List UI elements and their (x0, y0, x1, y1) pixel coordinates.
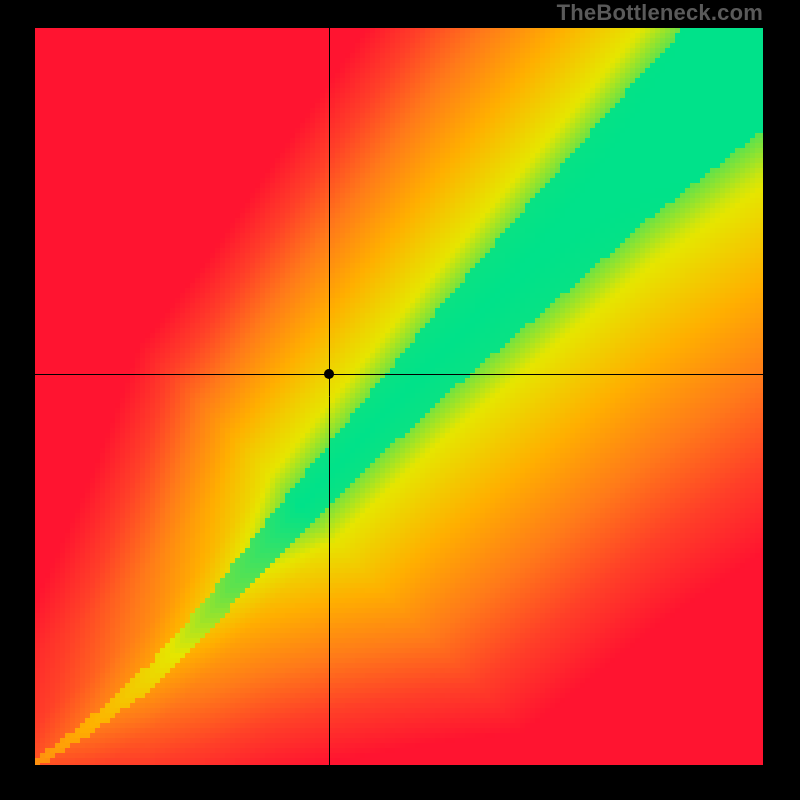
watermark-text: TheBottleneck.com (557, 0, 763, 26)
heatmap-canvas (35, 28, 763, 765)
chart-container: TheBottleneck.com (0, 0, 800, 800)
